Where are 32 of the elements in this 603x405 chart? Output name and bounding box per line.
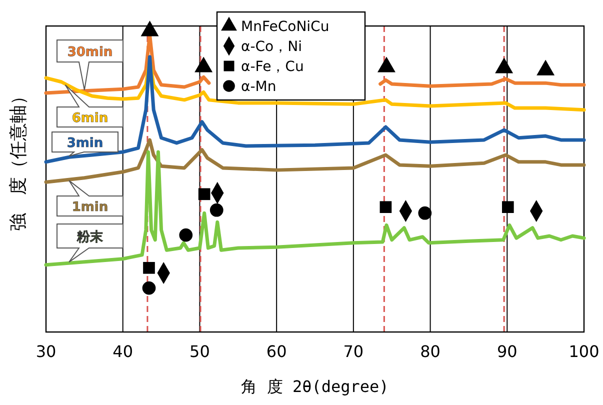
legend-label: α-Mn xyxy=(241,79,276,95)
x-tick-label: 90 xyxy=(496,342,518,361)
legend-label: α-Fe，Cu xyxy=(241,59,304,75)
point xyxy=(179,228,193,242)
x-tick-label: 40 xyxy=(112,342,134,361)
point xyxy=(140,20,159,36)
series-label: 6min xyxy=(72,111,108,126)
text: 30min xyxy=(67,45,113,60)
x-axis-title: 角 度 2θ(degree) xyxy=(241,377,389,396)
point xyxy=(198,188,210,200)
legend-label: MnFeCoNiCu xyxy=(241,19,330,35)
x-tick-label: 100 xyxy=(568,342,600,361)
point xyxy=(536,60,555,76)
point xyxy=(142,281,156,295)
point xyxy=(380,201,392,213)
point xyxy=(210,203,224,217)
x-tick-label: 80 xyxy=(420,342,440,361)
x-tick-label: 30 xyxy=(36,342,56,361)
point xyxy=(418,206,432,220)
point xyxy=(143,262,155,274)
point xyxy=(377,56,396,72)
series-label: 1min xyxy=(72,200,108,215)
series-label: 粉末 xyxy=(76,230,104,245)
point xyxy=(502,201,514,213)
y-axis-title: 強 度（任意軸） xyxy=(8,87,29,231)
x-tick-label: 50 xyxy=(190,342,210,361)
x-tick-label: 60 xyxy=(266,342,287,361)
x-tick-label: 70 xyxy=(343,342,364,361)
series-label: 3min xyxy=(66,136,104,151)
point xyxy=(194,56,213,72)
point xyxy=(495,58,514,74)
legend-label: α-Co，Ni xyxy=(241,39,302,55)
